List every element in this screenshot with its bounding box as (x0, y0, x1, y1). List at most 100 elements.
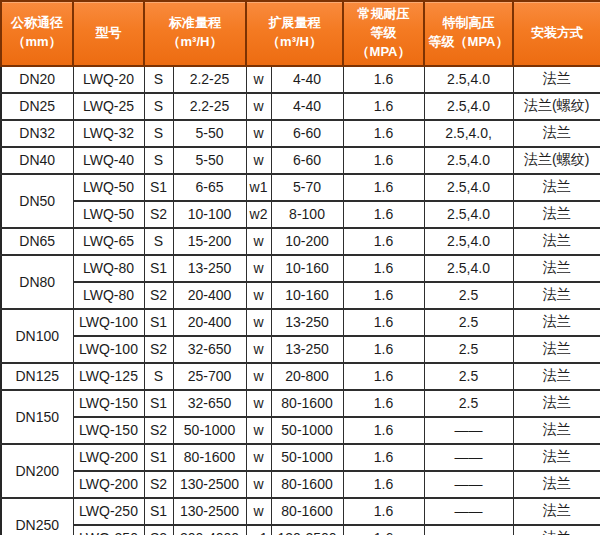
spec-table: 公称通径 （mm） 型号 标准量程 （m³/H） 扩展量程 （m³/H） 常规耐… (0, 0, 600, 535)
cell-install: 法兰 (513, 282, 600, 309)
header-high-pressure: 特制高压 等级（MPA） (424, 1, 513, 66)
cell-high-pressure: 2.5,4.0 (424, 93, 513, 120)
cell-install: 法兰 (513, 390, 600, 417)
cell-extended-range: 8-100 (271, 201, 343, 228)
cell-install: 法兰 (513, 174, 600, 201)
header-pressure: 常规耐压 等级（MPA） (343, 1, 424, 66)
cell-install: 法兰 (513, 471, 600, 498)
cell-high-pressure: —— (424, 444, 513, 471)
cell-standard-label: S2 (144, 471, 173, 498)
cell-extended-label: w (246, 390, 271, 417)
cell-standard-range: 32-650 (173, 336, 246, 363)
cell-standard-range: 130-2500 (173, 471, 246, 498)
cell-standard-range: 25-700 (173, 363, 246, 390)
cell-model: LWQ-150 (73, 390, 144, 417)
cell-install: 法兰 (513, 66, 600, 93)
cell-standard-label: S1 (144, 390, 173, 417)
cell-pressure: 1.6 (343, 255, 424, 282)
cell-model: LWQ-50 (73, 201, 144, 228)
cell-pressure: 1.6 (343, 228, 424, 255)
cell-high-pressure: 2.5,4.0, (424, 120, 513, 147)
cell-standard-range: 13-250 (173, 255, 246, 282)
cell-model: LWQ-100 (73, 336, 144, 363)
cell-extended-range: 10-160 (271, 282, 343, 309)
cell-standard-range: 15-200 (173, 228, 246, 255)
cell-extended-range: 4-40 (271, 93, 343, 120)
table-row: LWQ-200S2130-2500w80-16001.6——法兰 (1, 471, 600, 498)
table-row: DN32LWQ-32S5-50w6-601.62.5,4.0,法兰 (1, 120, 600, 147)
cell-extended-label: w1 (246, 525, 271, 535)
table-row: LWQ-250S2200-4000w1130-25001.6——法兰 (1, 525, 600, 535)
cell-diameter: DN200 (1, 444, 73, 498)
cell-extended-label: w2 (246, 201, 271, 228)
cell-standard-label: S (144, 363, 173, 390)
cell-high-pressure: 2.5,4.0 (424, 66, 513, 93)
cell-model: LWQ-65 (73, 228, 144, 255)
cell-diameter: DN65 (1, 228, 73, 255)
table-row: DN50LWQ-50S16-65w15-701.62.5,4.0法兰 (1, 174, 600, 201)
header-install: 安装方式 (513, 1, 600, 66)
cell-standard-range: 6-65 (173, 174, 246, 201)
cell-diameter: DN80 (1, 255, 73, 309)
cell-model: LWQ-200 (73, 471, 144, 498)
cell-install: 法兰 (513, 120, 600, 147)
cell-install: 法兰 (513, 417, 600, 444)
cell-standard-label: S (144, 66, 173, 93)
header-model: 型号 (73, 1, 144, 66)
cell-extended-range: 130-2500 (271, 525, 343, 535)
cell-extended-range: 80-1600 (271, 471, 343, 498)
cell-model: LWQ-100 (73, 309, 144, 336)
cell-model: LWQ-125 (73, 363, 144, 390)
cell-model: LWQ-25 (73, 93, 144, 120)
cell-high-pressure: —— (424, 417, 513, 444)
cell-extended-label: w (246, 498, 271, 525)
cell-extended-range: 50-1000 (271, 417, 343, 444)
cell-extended-label: w1 (246, 174, 271, 201)
table-row: LWQ-50S210-100w28-1001.62.5,4.0法兰 (1, 201, 600, 228)
cell-standard-label: S1 (144, 255, 173, 282)
cell-standard-range: 5-50 (173, 120, 246, 147)
cell-install: 法兰 (513, 498, 600, 525)
cell-standard-range: 2.2-25 (173, 66, 246, 93)
table-row: DN200LWQ-200S180-1600w50-10001.6——法兰 (1, 444, 600, 471)
table-row: LWQ-100S232-650w13-2501.62.5法兰 (1, 336, 600, 363)
cell-high-pressure: —— (424, 498, 513, 525)
cell-standard-label: S (144, 120, 173, 147)
cell-extended-label: w (246, 336, 271, 363)
cell-high-pressure: 2.5 (424, 309, 513, 336)
cell-install: 法兰 (513, 228, 600, 255)
cell-extended-label: w (246, 147, 271, 174)
cell-high-pressure: 2.5 (424, 363, 513, 390)
cell-diameter: DN20 (1, 66, 73, 93)
cell-pressure: 1.6 (343, 498, 424, 525)
cell-model: LWQ-80 (73, 282, 144, 309)
cell-standard-label: S2 (144, 525, 173, 535)
table-row: LWQ-80S220-400w10-1601.62.5法兰 (1, 282, 600, 309)
cell-high-pressure: 2.5,4.0 (424, 174, 513, 201)
cell-standard-label: S (144, 228, 173, 255)
cell-standard-range: 20-400 (173, 282, 246, 309)
cell-pressure: 1.6 (343, 525, 424, 535)
header-diameter: 公称通径 （mm） (1, 1, 73, 66)
cell-pressure: 1.6 (343, 120, 424, 147)
cell-model: LWQ-32 (73, 120, 144, 147)
cell-high-pressure: 2.5,4.0 (424, 147, 513, 174)
cell-high-pressure: —— (424, 525, 513, 535)
cell-high-pressure: 2.5,4.0 (424, 255, 513, 282)
cell-standard-range: 20-400 (173, 309, 246, 336)
table-row: DN150LWQ-150S132-650w80-16001.62.5法兰 (1, 390, 600, 417)
cell-standard-label: S2 (144, 417, 173, 444)
cell-high-pressure: 2.5,4.0 (424, 201, 513, 228)
cell-pressure: 1.6 (343, 147, 424, 174)
cell-pressure: 1.6 (343, 417, 424, 444)
cell-extended-range: 10-160 (271, 255, 343, 282)
cell-pressure: 1.6 (343, 336, 424, 363)
cell-standard-range: 200-4000 (173, 525, 246, 535)
cell-extended-range: 5-70 (271, 174, 343, 201)
cell-standard-label: S2 (144, 282, 173, 309)
cell-standard-range: 5-50 (173, 147, 246, 174)
cell-install: 法兰 (513, 525, 600, 535)
cell-standard-range: 2.2-25 (173, 93, 246, 120)
cell-standard-range: 32-650 (173, 390, 246, 417)
cell-standard-range: 80-1600 (173, 444, 246, 471)
